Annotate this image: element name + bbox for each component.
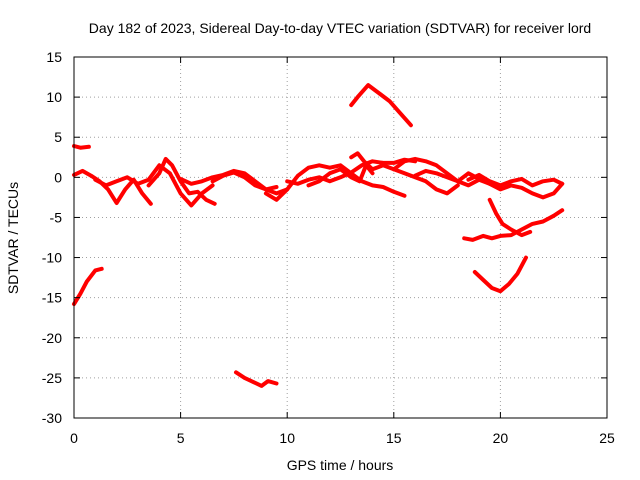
x-tick-label: 25: [599, 430, 615, 446]
series-arc-5: [146, 156, 217, 206]
series-arc-15: [413, 168, 565, 200]
series-arc-3: [72, 168, 153, 206]
y-tick-label: -15: [42, 290, 62, 306]
y-tick-label: 15: [46, 49, 62, 65]
series-arc-18: [487, 197, 533, 238]
x-tick-label: 20: [493, 430, 509, 446]
y-tick-label: -30: [42, 410, 62, 426]
y-tick-label: 5: [54, 129, 62, 145]
series-arc-8: [234, 370, 279, 388]
x-tick-label: 5: [177, 430, 185, 446]
x-tick-label: 0: [70, 430, 78, 446]
x-axis-ticks: 0 5 10 15 20 25: [70, 57, 615, 446]
series-arc-12: [349, 83, 413, 128]
grid-lines: [74, 57, 607, 418]
chart-title: Day 182 of 2023, Sidereal Day-to-day VTE…: [89, 20, 591, 36]
data-series: [72, 83, 565, 388]
series-arc-1: [72, 144, 91, 150]
series-arc-9: [263, 163, 407, 202]
y-tick-label: 0: [54, 169, 62, 185]
y-axis-label: SDTVAR / TECUs: [5, 182, 21, 294]
x-tick-label: 10: [279, 430, 295, 446]
y-tick-label: 10: [46, 89, 62, 105]
x-axis-label: GPS time / hours: [287, 457, 394, 473]
y-tick-label: -5: [50, 209, 63, 225]
series-arc-19: [472, 255, 528, 294]
series-arc-4: [93, 163, 215, 208]
y-tick-label: -25: [42, 370, 62, 386]
series-arc-17: [462, 208, 565, 242]
series-arc-13: [349, 151, 460, 196]
y-tick-label: -10: [42, 250, 62, 266]
x-tick-label: 15: [386, 430, 402, 446]
series-arc-10: [285, 157, 418, 186]
y-axis-ticks: -30 -25 -20 -15 -10 -5 0 5 10 15: [42, 49, 607, 426]
series-arc-11: [306, 163, 375, 188]
y-tick-label: -20: [42, 330, 62, 346]
series-arc-7: [210, 170, 290, 196]
series-arc-2: [72, 266, 104, 307]
series-arc-16: [466, 172, 565, 188]
plot-frame: [73, 56, 608, 419]
